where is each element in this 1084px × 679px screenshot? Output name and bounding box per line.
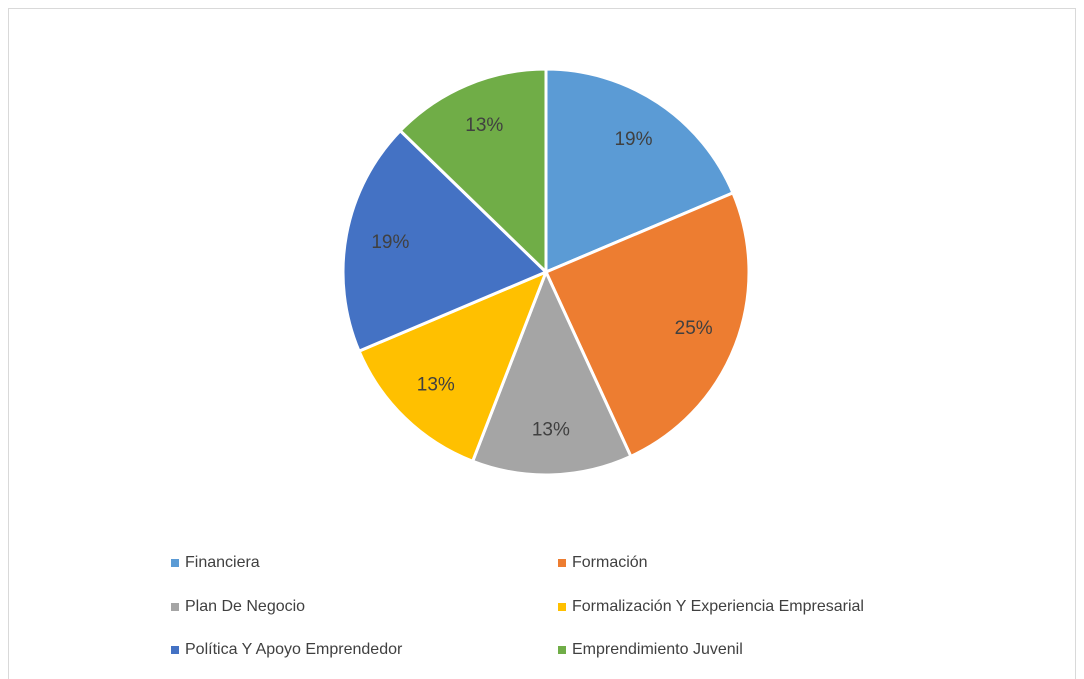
legend-marker — [558, 646, 566, 654]
legend-marker — [171, 646, 179, 654]
data-label: 13% — [417, 375, 455, 396]
pie-slice — [398, 67, 548, 276]
data-label: 19% — [371, 232, 409, 253]
pie-slice — [544, 67, 735, 275]
pie-slice — [543, 190, 751, 459]
data-label: 19% — [614, 129, 652, 150]
legend-label: Emprendimiento Juvenil — [572, 641, 743, 658]
pie-slice — [341, 128, 549, 354]
legend-marker — [171, 559, 179, 567]
legend-label: Formación — [572, 554, 648, 571]
legend-label: Política Y Apoyo Emprendedor — [185, 641, 403, 658]
data-label: 25% — [675, 318, 713, 339]
data-label: 13% — [532, 419, 570, 440]
legend-label: Plan De Negocio — [185, 598, 305, 615]
legend-marker — [558, 559, 566, 567]
pie-slice — [357, 269, 549, 464]
legend-label: Formalización Y Experiencia Empresarial — [572, 598, 864, 615]
data-label: 13% — [465, 115, 503, 136]
legend-label: Financiera — [185, 554, 260, 571]
legend-marker — [171, 603, 179, 611]
legend-marker — [558, 603, 566, 611]
pie-slice — [470, 268, 633, 477]
